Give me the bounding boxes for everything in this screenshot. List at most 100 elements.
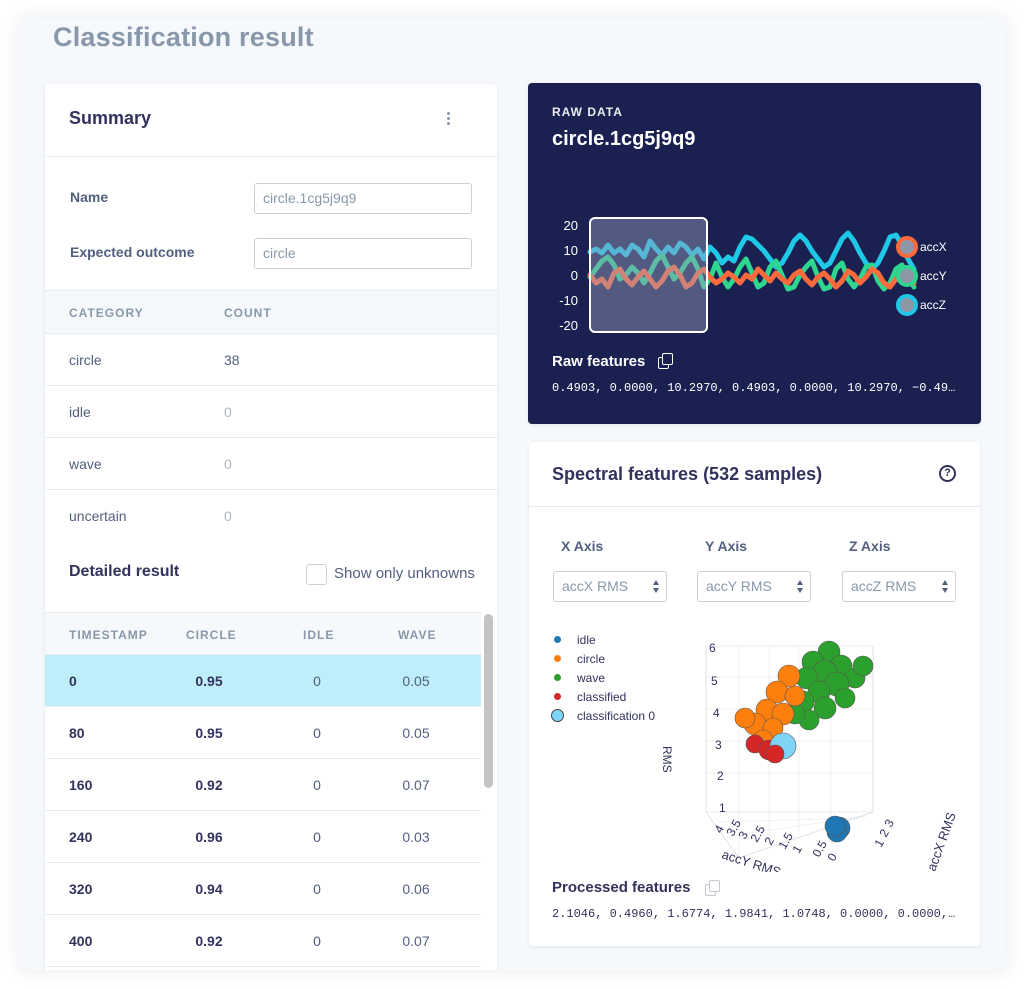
z-tick-label: 5 [711,674,718,688]
accy-legend-label: accY [920,269,947,283]
sample-name: circle.1cg5j9q9 [552,128,696,150]
spectral-title: Spectral features (532 samples) [552,464,823,484]
raw-data-kicker: RAW DATA [552,105,623,119]
category-name: uncertain [69,508,127,524]
circle-point [734,707,756,729]
show-only-unknowns-label[interactable]: Show only unknowns [334,565,475,582]
category-name: circle [69,352,102,368]
raw-data-card: RAW DATA circle.1cg5j9q9 20 10 0 -10 -20 [528,83,981,424]
y-tick-label: 0 [571,268,578,283]
category-row: idle 0 [45,386,497,438]
idle-cell: 0 [313,673,321,689]
idle-cell: 0 [313,777,321,793]
result-row[interactable]: 240 0.96 0 0.03 [45,811,481,863]
x-tick-label: 3 [881,816,897,829]
x-axis-label: X Axis [561,538,604,554]
result-table-header: TIMESTAMP CIRCLE IDLE WAVE [45,612,481,655]
z-axis-title: RMS [660,746,674,773]
y-tick-label: 0 [824,850,840,863]
timestamp-cell: 160 [69,777,93,793]
y-axis-select-value: accY RMS [706,578,772,594]
category-name: idle [69,404,91,420]
category-count: 0 [224,456,232,472]
z-axis-label: Z Axis [849,538,891,554]
x-axis-select[interactable]: accX RMS [553,571,667,602]
more-options-icon[interactable] [444,112,452,128]
timestamp-cell: 0 [69,673,77,689]
category-table-header: CATEGORY COUNT [45,290,497,334]
expected-outcome-row: Expected outcome circle [69,238,473,270]
result-table-scrollbar[interactable] [484,614,493,788]
x-axis-title: accX RMS [924,810,959,872]
select-arrows-icon [942,580,949,594]
z-tick-label: 2 [717,769,724,783]
idle-point [824,815,846,837]
result-row[interactable]: 320 0.94 0 0.06 [45,863,481,915]
copy-processed-features-icon[interactable] [705,880,720,896]
y-tick-label: -20 [559,318,578,333]
classified-point [765,744,785,764]
name-row: Name circle.1cg5j9q9 [69,183,473,215]
spectral-header: Spectral features (532 samples) ? [529,442,980,507]
copy-raw-features-icon[interactable] [658,353,673,369]
y-axis-select[interactable]: accY RMS [697,571,811,602]
spectral-3d-scatter[interactable]: 6 5 4 3 2 1 RMS 0 0.5 1 1.5 2 2.5 3 3.5 … [659,622,959,872]
accz-legend-marker [896,294,918,316]
result-row[interactable]: 80 0.95 0 0.05 [45,707,481,759]
show-only-unknowns-checkbox[interactable] [306,564,327,585]
category-count: 0 [224,508,232,524]
timestamp-cell: 320 [69,881,93,897]
page-title: Classification result [53,22,314,52]
count-column-header: COUNT [224,306,272,320]
accx-legend-marker [896,236,918,258]
idle-cell: 0 [313,725,321,741]
processed-features-title: Processed features [552,879,691,896]
category-row: circle 38 [45,334,497,386]
circle-column-header: CIRCLE [186,628,237,642]
circle-cell: 0.96 [195,829,223,845]
idle-cell: 0 [313,933,321,949]
category-column-header: CATEGORY [69,306,144,320]
raw-features-title: Raw features [552,353,646,370]
category-name: wave [69,456,102,472]
raw-data-chart[interactable]: 20 10 0 -10 -20 accX accY accZ [528,183,981,333]
timestamp-cell: 240 [69,829,93,845]
y-tick-label: 1 [789,842,805,855]
result-row[interactable]: 400 0.92 0 0.07 [45,915,481,967]
category-row: uncertain 0 [45,490,497,542]
result-row[interactable]: 0 0.95 0 0.05 [45,655,481,707]
wave-point [813,696,837,720]
z-axis-select-value: accZ RMS [851,578,917,594]
circle-cell: 0.92 [195,933,223,949]
idle-cell: 0 [313,829,321,845]
classification-panel: Classification result Summary Name circl… [20,18,1006,970]
wave-cell: 0.05 [402,673,430,689]
name-label: Name [70,189,109,205]
expected-outcome-input[interactable]: circle [254,238,472,269]
z-tick-label: 1 [719,801,726,815]
wave-cell: 0.05 [402,725,430,741]
category-count: 38 [224,352,240,368]
wave-cell: 0.07 [402,933,430,949]
timestamp-column-header: TIMESTAMP [69,628,148,642]
name-input[interactable]: circle.1cg5j9q9 [254,183,472,214]
help-icon[interactable]: ? [939,465,956,482]
accy-legend-marker [896,265,918,287]
wave-point [852,655,874,677]
result-row[interactable]: 160 0.92 0 0.07 [45,759,481,811]
expected-outcome-label: Expected outcome [70,244,195,260]
circle-cell: 0.95 [195,725,223,741]
summary-card: Summary Name circle.1cg5j9q9 Expected ou… [45,84,497,970]
selection-window [589,217,708,333]
y-axis-title: accY RMS [720,847,783,872]
circle-cell: 0.92 [195,777,223,793]
summary-header: Summary [45,84,497,157]
spectral-features-card: Spectral features (532 samples) ? X Axis… [529,442,980,946]
z-axis-select[interactable]: accZ RMS [842,571,956,602]
z-tick-label: 4 [713,706,720,720]
x-axis-select-value: accX RMS [562,578,629,594]
idle-column-header: IDLE [303,628,335,642]
circle-cell: 0.94 [195,881,223,897]
accx-series-line [587,264,917,290]
y-tick-label: 4 [711,822,727,835]
